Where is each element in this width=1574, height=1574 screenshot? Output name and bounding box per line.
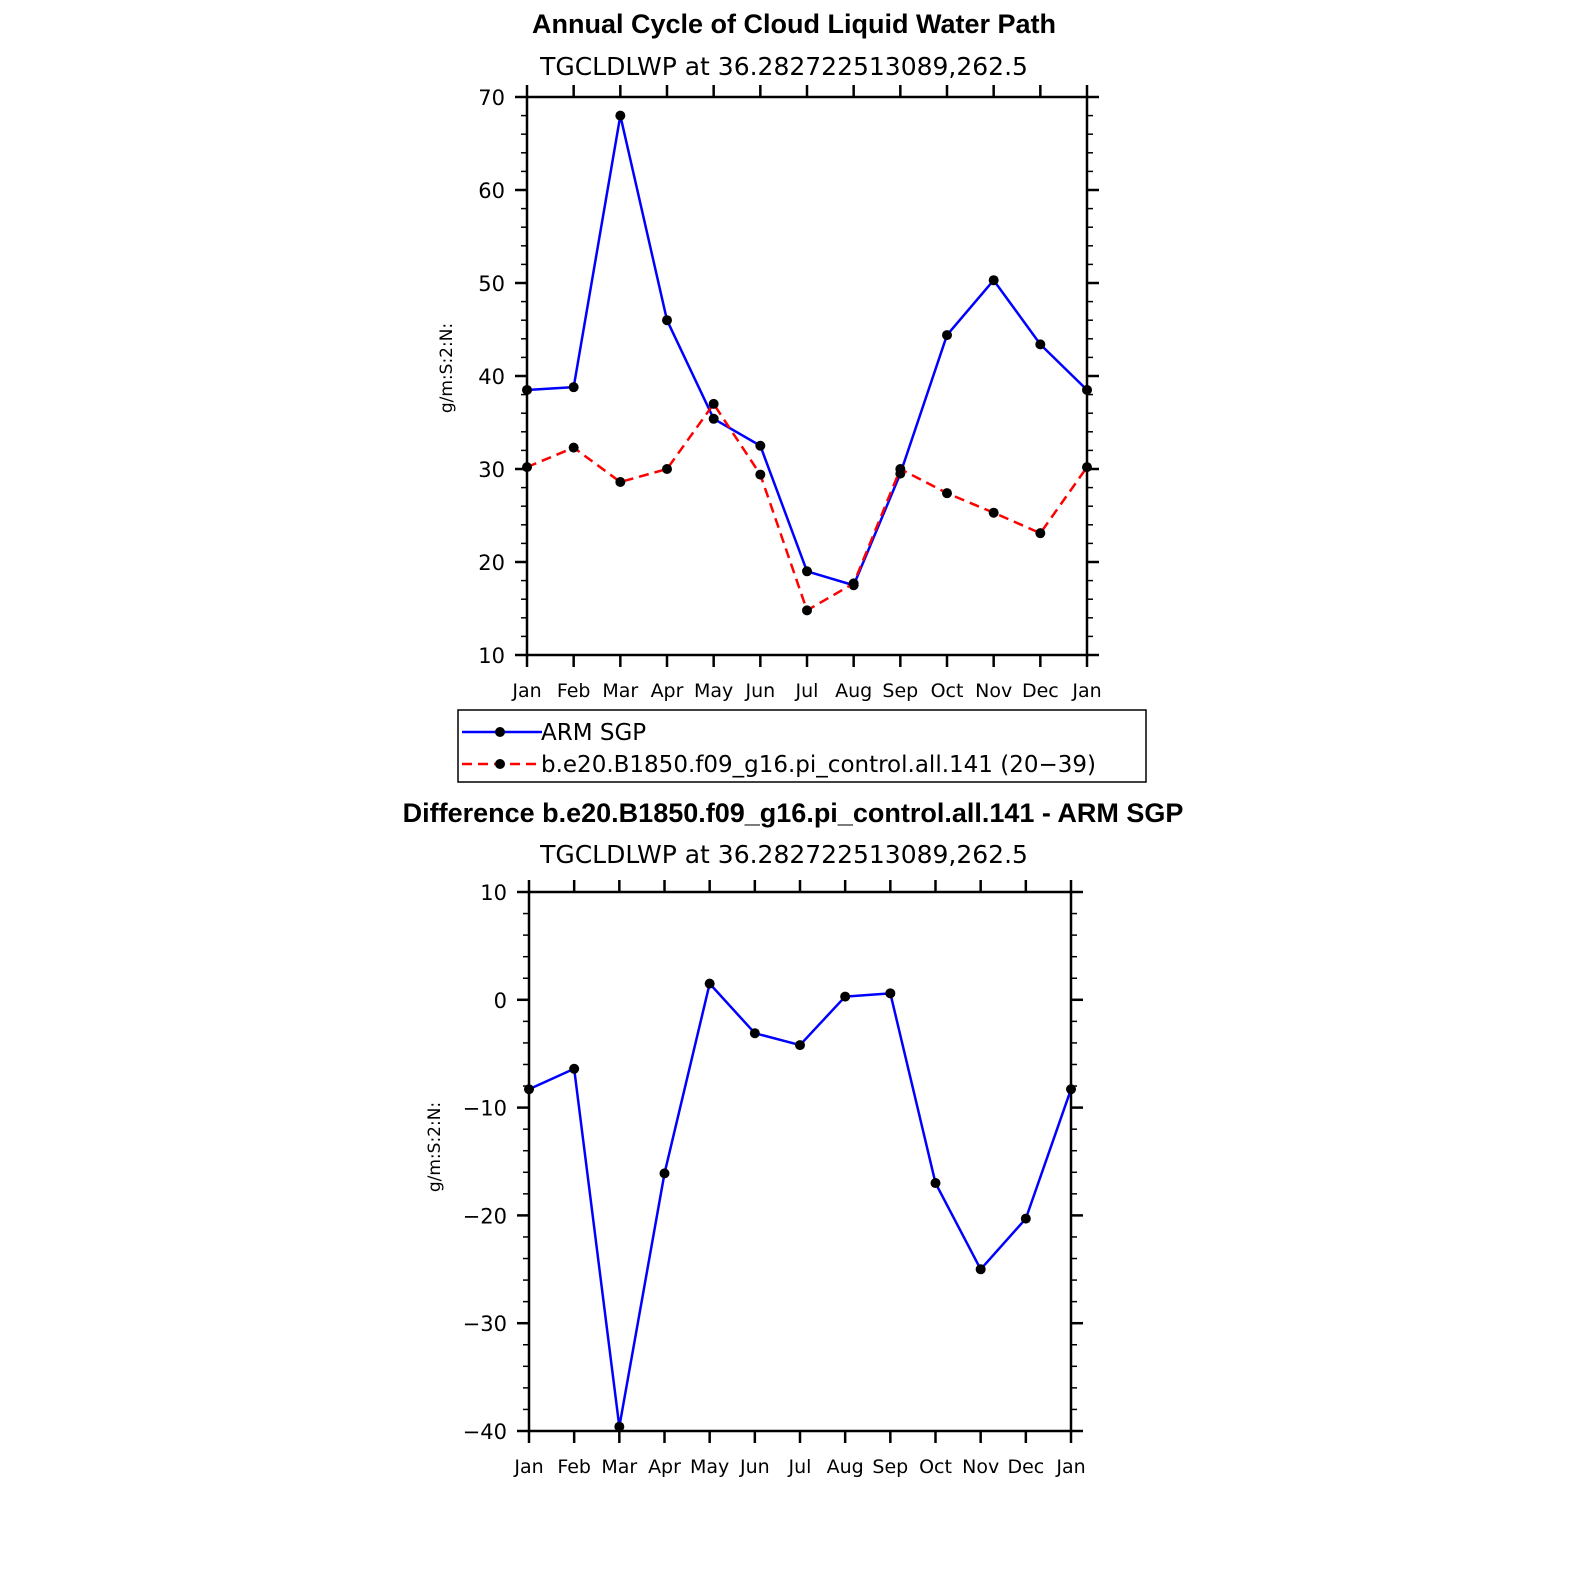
chart1-xtick-label: Nov — [975, 680, 1012, 702]
chart1-data-point — [1035, 339, 1046, 350]
chart1-data-point — [988, 507, 999, 518]
chart1-plot: Jan Feb Mar Apr May Jun Jul Aug Sep Oct Nov Dec Jan 1… — [478, 85, 1102, 702]
chart1-legend: ARM SGP b.e20.B1850.f09_g16.pi_control.a… — [457, 709, 1147, 783]
chart1-xtick-label: Apr — [651, 680, 684, 702]
chart1-xtick-label: Oct — [931, 680, 964, 702]
chart2-data-point — [795, 1040, 805, 1051]
chart1-data-point — [1035, 528, 1046, 539]
chart1-ytick-label: 40 — [478, 365, 505, 389]
chart2-ytick-label: −10 — [463, 1097, 507, 1121]
chart1-xtick-label: Jan — [511, 680, 541, 702]
chart1-title: Annual Cycle of Cloud Liquid Water Path — [532, 9, 1056, 39]
chart1-data-point — [988, 275, 999, 286]
chart2-series-line-0 — [528, 982, 1073, 1428]
chart1-data-point — [802, 605, 812, 616]
chart1-data-point — [708, 398, 719, 409]
chart1-data-point — [1082, 462, 1092, 473]
chart1-xtick-label: Jul — [795, 680, 819, 702]
chart2-ytick-label: 10 — [480, 881, 507, 905]
chart2-data-point — [1066, 1084, 1076, 1095]
legend-label-arm: ARM SGP — [541, 720, 646, 746]
chart1-xtick-label: Sep — [882, 680, 918, 702]
chart1-data-point — [942, 330, 952, 341]
chart2-data-point — [840, 991, 851, 1002]
chart2-plot: Jan Feb Mar Apr May Jun Jul Aug Sep Oct Nov Dec Jan−… — [463, 880, 1086, 1478]
chart1-ytick-label: 60 — [478, 179, 505, 203]
chart2-data-point — [930, 1178, 941, 1189]
chart2-xtick-label: Jun — [739, 1456, 770, 1478]
chart2-data-point — [749, 1028, 760, 1039]
legend-marker-model — [495, 759, 505, 769]
chart1-data-point — [755, 440, 766, 451]
chart2-xtick-label: Dec — [1007, 1456, 1044, 1478]
chart1-data-point — [802, 566, 812, 577]
chart2-ytick-label: −30 — [463, 1312, 507, 1336]
chart1-xtick-label: Feb — [557, 680, 591, 702]
chart1-data-point — [615, 477, 626, 488]
chart2-xtick-label: Apr — [648, 1456, 681, 1478]
chart2-xtick-label: May — [690, 1456, 729, 1478]
chart2-xtick-label: Sep — [872, 1456, 908, 1478]
chart2-data-point — [659, 1168, 670, 1179]
chart1-data-point — [662, 464, 672, 474]
chart2-data-point — [885, 988, 896, 999]
chart2-xtick-label: Jan — [1055, 1456, 1085, 1478]
chart1-series-line-0 — [526, 114, 1088, 587]
chart1-ylabel: g/m:S:2:N: — [437, 323, 457, 413]
chart1-data-point — [848, 578, 859, 589]
legend-label-model: b.e20.B1850.f09_g16.pi_control.all.141 (… — [541, 752, 1096, 778]
chart1-data-point — [895, 464, 906, 474]
chart1-ytick-label: 30 — [478, 458, 505, 482]
chart1-data-point — [522, 384, 532, 395]
chart2-data-point — [524, 1084, 534, 1095]
chart1-data-point — [662, 315, 672, 326]
legend-marker-arm — [495, 727, 505, 737]
chart2-xtick-label: Jul — [788, 1456, 812, 1478]
chart2-xtick-label: Mar — [601, 1456, 637, 1478]
chart1-xtick-label: Jan — [1071, 680, 1101, 702]
chart1-data-point — [568, 442, 579, 453]
chart1-subtitle: TGCLDLWP at 36.282722513089,262.5 — [539, 52, 1028, 81]
chart1-data-point — [708, 413, 719, 424]
chart2-ytick-label: −40 — [463, 1420, 507, 1444]
chart1-ytick-label: 70 — [478, 86, 505, 110]
chart1-data-point — [755, 469, 766, 480]
chart1-xtick-label: May — [694, 680, 733, 702]
chart1-data-point — [1082, 384, 1092, 395]
chart1-xtick-label: Dec — [1022, 680, 1059, 702]
chart2-xtick-label: Aug — [827, 1456, 864, 1478]
chart1-series-line-1 — [526, 402, 1089, 612]
chart2-data-point — [975, 1264, 986, 1275]
chart1-xtick-label: Jun — [744, 680, 775, 702]
chart1-data-point — [522, 462, 532, 473]
chart1-data-point — [615, 110, 626, 121]
chart1-data-point — [568, 382, 579, 393]
chart2-xtick-label: Feb — [557, 1456, 591, 1478]
chart2-ytick-label: 0 — [494, 989, 507, 1013]
chart2-subtitle: TGCLDLWP at 36.282722513089,262.5 — [539, 840, 1028, 869]
chart1-data-point — [942, 488, 952, 499]
chart2-data-point — [704, 978, 715, 989]
chart1-xtick-label: Mar — [602, 680, 638, 702]
chart2-title: Difference b.e20.B1850.f09_g16.pi_contro… — [403, 798, 1184, 828]
chart2-data-point — [614, 1421, 625, 1432]
chart1-ytick-label: 20 — [478, 551, 505, 575]
chart2-data-point — [569, 1063, 580, 1074]
chart1-xtick-label: Aug — [835, 680, 872, 702]
chart2-xtick-label: Nov — [962, 1456, 999, 1478]
chart2-xtick-label: Jan — [513, 1456, 543, 1478]
chart2-ytick-label: −20 — [463, 1204, 507, 1228]
chart1-ytick-label: 10 — [478, 644, 505, 668]
chart2-xtick-label: Oct — [919, 1456, 952, 1478]
chart2-data-point — [1020, 1213, 1031, 1224]
chart1-ytick-label: 50 — [478, 272, 505, 296]
legend-box — [457, 709, 1147, 783]
chart2-ylabel: g/m:S:2:N: — [425, 1102, 445, 1192]
